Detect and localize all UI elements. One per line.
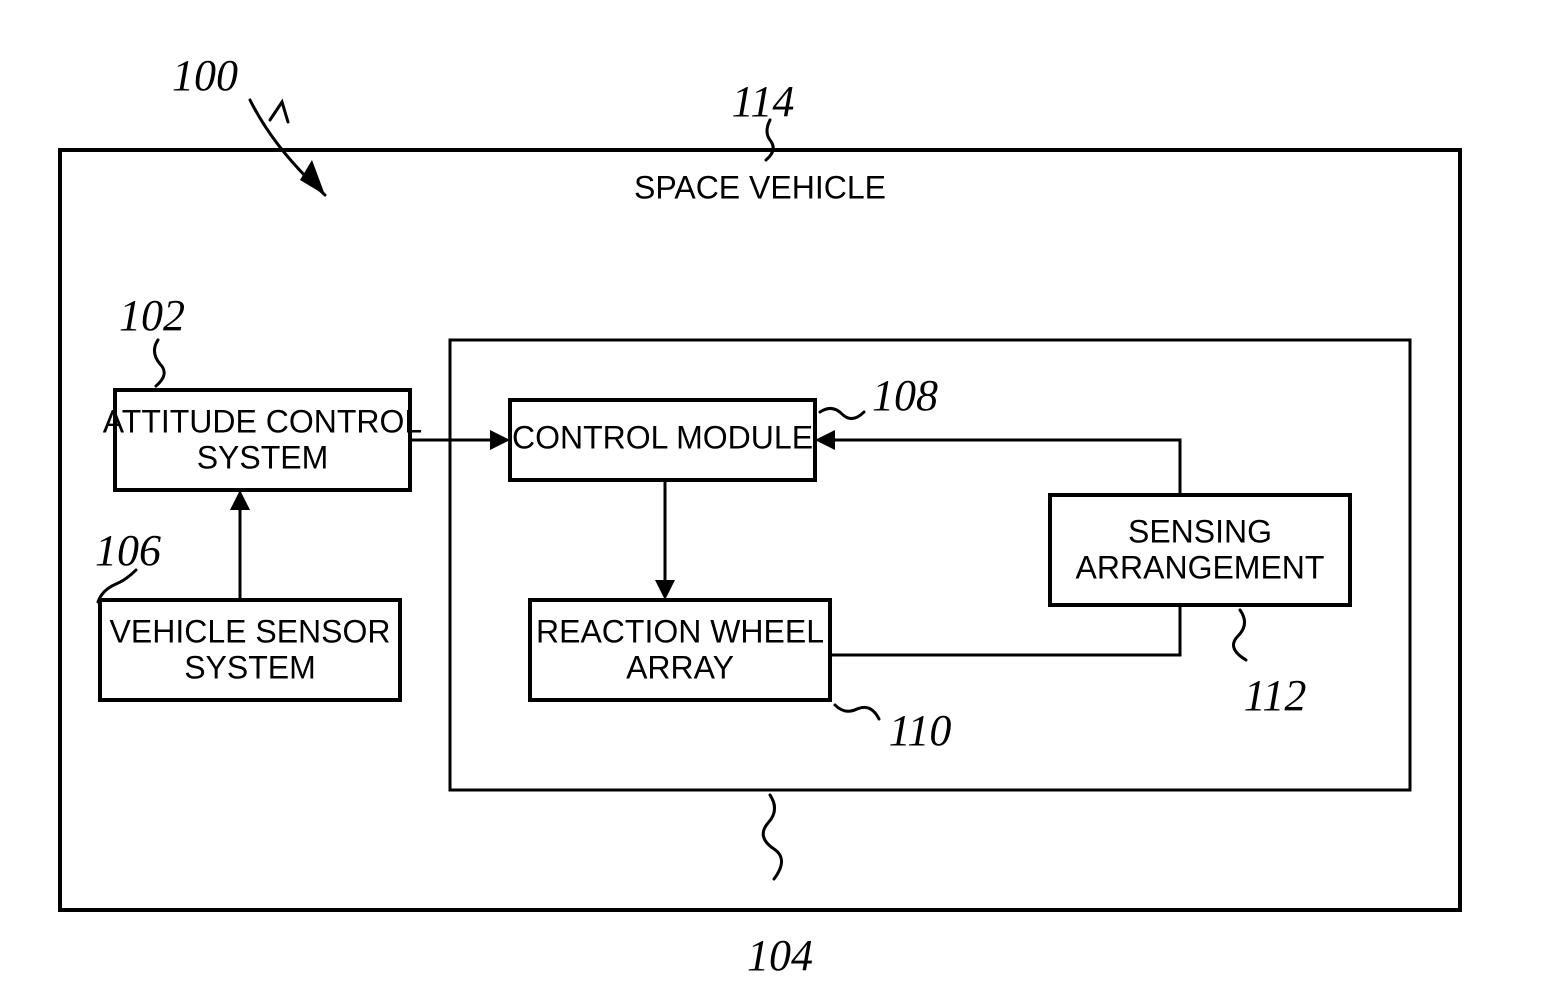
arrow-attitude-to-control-head	[490, 430, 510, 450]
vehicle-sensor-system-label-1: VEHICLE SENSOR	[110, 613, 391, 649]
ref-114: 114	[732, 77, 795, 126]
reaction-wheel-array-label-2: ARRAY	[626, 649, 734, 685]
attitude-control-system-label-2: SYSTEM	[197, 439, 329, 475]
sensing-arrangement-label-2: ARRANGEMENT	[1076, 549, 1325, 585]
leader-102	[154, 340, 164, 386]
leader-112	[1234, 610, 1247, 660]
leader-108	[820, 408, 864, 418]
control-module-label: CONTROL MODULE	[512, 419, 813, 455]
ref-110: 110	[889, 706, 952, 755]
vehicle-sensor-system-label-2: SYSTEM	[184, 649, 316, 685]
arrow-sensing-to-control-head	[815, 430, 835, 450]
ref-100-arrowhead	[300, 160, 325, 195]
space-vehicle-title: SPACE VEHICLE	[634, 169, 886, 205]
ref-102: 102	[119, 291, 185, 340]
reaction-wheel-array-label-1: REACTION WHEEL	[536, 613, 824, 649]
ref-104: 104	[747, 931, 813, 980]
leader-110	[835, 705, 879, 719]
sensing-arrangement-label-1: SENSING	[1128, 513, 1272, 549]
arrow-control-to-reaction-head	[655, 580, 675, 600]
leader-104	[763, 795, 781, 879]
ref-112: 112	[1244, 671, 1307, 720]
arrow-sensor-to-attitude-head	[230, 490, 250, 510]
arrow-sensing-to-control-line	[825, 440, 1180, 495]
ref-100: 100	[172, 51, 238, 100]
ref-108: 108	[872, 371, 938, 420]
ref-106: 106	[95, 526, 161, 575]
line-reaction-to-sensing-line	[830, 605, 1180, 655]
attitude-control-system-label-1: ATTITUDE CONTROL	[103, 403, 422, 439]
ref-100-arrow-zig	[270, 102, 288, 122]
